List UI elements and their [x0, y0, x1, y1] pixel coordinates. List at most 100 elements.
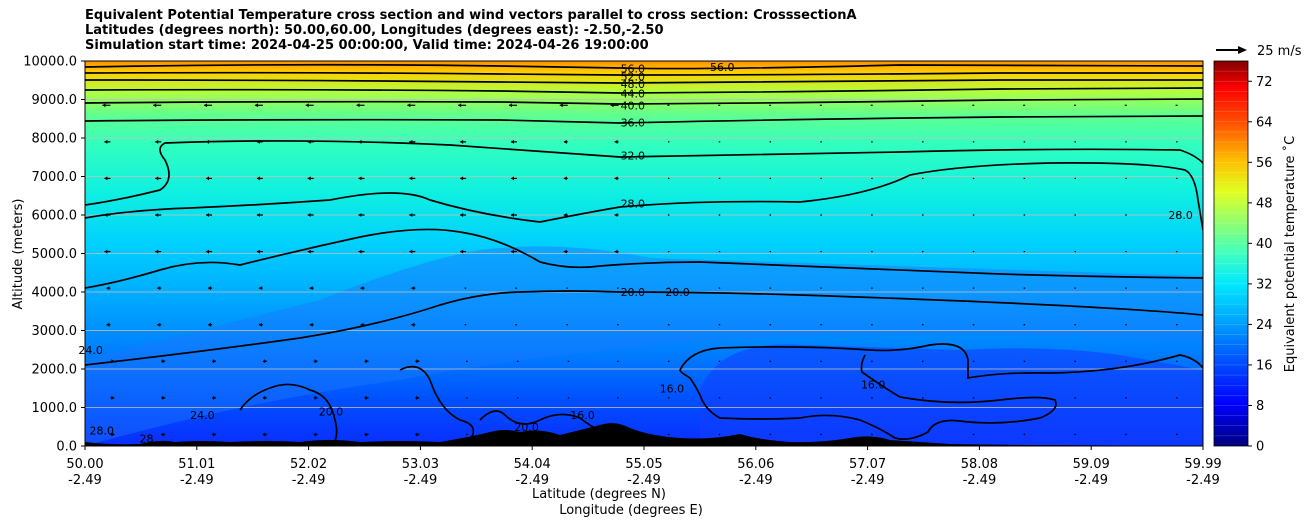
wind-vector-head: [157, 322, 161, 327]
wind-vector-head: [256, 249, 260, 254]
colorbar: 0 8 16 24 32 40 48 56 64 72 Equivalent potential …: [1213, 60, 1298, 455]
x-tick-label-lon: -2.49: [292, 473, 326, 488]
wind-vector-head: [305, 103, 309, 108]
wind-vector-head: [360, 322, 364, 327]
y-tick-label: 4000.0: [32, 286, 78, 301]
chart-title: Equivalent Potential Temperature cross s…: [85, 8, 857, 53]
wind-vector-head: [254, 103, 258, 108]
wind-vector-head: [213, 432, 217, 437]
contour-label: 28.0: [1168, 209, 1193, 222]
wind-vector-head: [307, 176, 311, 181]
wind-vector-head: [208, 286, 212, 291]
colorbar-tick-label: 48: [1256, 196, 1273, 211]
wind-vector-head: [409, 213, 413, 217]
wind-vector-head: [314, 395, 318, 400]
wind-vector-head: [206, 213, 210, 217]
wind-vector-head: [104, 249, 108, 254]
wind-vector-head: [365, 395, 369, 400]
x-tick-label-lat: 52.02: [290, 457, 327, 472]
contour-label: 40.0: [621, 99, 646, 112]
wind-vector-head: [155, 139, 159, 144]
wind-vector-head: [213, 395, 217, 400]
colorbar-tick-label: 0: [1256, 440, 1264, 455]
wind-vector-head: [111, 395, 115, 400]
x-tick-label-lon: -2.49: [404, 473, 438, 488]
x-tick-label-lon: -2.49: [739, 473, 773, 488]
x-tick-label-lat: 51.01: [178, 457, 215, 472]
wind-vector-head: [563, 139, 567, 144]
contour-label: 28.0: [621, 197, 646, 210]
colorbar-ticks: 0 8 16 24 32 40 48 56 64 72: [1248, 75, 1273, 455]
wind-vector-head: [356, 103, 360, 108]
wind-vector-head: [510, 139, 514, 144]
contour-labels: 56.052.048.044.040.036.032.028.020.0 20.0…: [78, 61, 1193, 446]
y-axis-label: Altitude (meters): [11, 199, 26, 310]
contour-label: 16.0: [570, 409, 595, 422]
wind-vector-head: [263, 359, 267, 364]
y-axis: 0.0 1000.0 2000.0 3000.0 4000.0 5000.0 6000.0 7…: [23, 55, 85, 455]
title-line-3: Simulation start time: 2024-04-25 00:00:…: [85, 38, 649, 53]
wind-vector-head: [360, 286, 364, 291]
wind-vector-head: [614, 176, 618, 181]
wind-vector-head: [104, 176, 108, 181]
colorbar-tick-label: 24: [1256, 318, 1273, 333]
contour-label: 28.0: [90, 425, 115, 438]
wind-vector-head: [416, 395, 420, 400]
x-tick-label-lon: -2.49: [68, 473, 102, 488]
contour-label: 20.0: [319, 405, 344, 418]
colorbar-gradient: [1214, 61, 1248, 446]
colorbar-tick-label: 64: [1256, 115, 1273, 130]
wind-vector-head: [510, 249, 514, 254]
x-tick-label-lat: 50.00: [66, 457, 103, 472]
y-tick-label: 0.0: [56, 440, 77, 455]
wind-vector-head: [258, 322, 262, 327]
y-tick-label: 3000.0: [32, 324, 78, 339]
wind-vector-head: [610, 103, 614, 108]
wind-key: 25 m/s: [1216, 44, 1302, 59]
wind-vector-head: [162, 432, 166, 437]
x-tick-label-lat: 59.99: [1184, 457, 1221, 472]
wind-vector-head: [155, 213, 159, 217]
wind-vector-head: [510, 213, 514, 217]
y-tick-label: 7000.0: [32, 170, 78, 185]
wind-vector-head: [614, 249, 618, 254]
wind-vector-head: [111, 432, 115, 437]
x-tick-label-lat: 54.04: [514, 457, 551, 472]
wind-vector-head: [263, 395, 267, 400]
wind-vector-head: [409, 176, 413, 181]
x-tick-label-lon: -2.49: [627, 473, 661, 488]
wind-vector-head: [407, 103, 411, 108]
wind-vector-head: [358, 213, 362, 217]
wind-vector-head: [162, 395, 166, 400]
x-tick-label-lon: -2.49: [851, 473, 885, 488]
wind-vector-head: [104, 139, 108, 144]
contour-label: 20.0: [514, 421, 539, 434]
contour-44: [85, 87, 1203, 94]
contour-48: [85, 79, 1203, 84]
x-tick-label-lon: -2.49: [180, 473, 214, 488]
contour-24: [85, 228, 1203, 289]
x-axis-label-lat: Latitude (degrees N): [532, 487, 666, 502]
x-tick-label-lat: 53.03: [402, 457, 439, 472]
wind-vector-head: [614, 139, 618, 144]
y-tick-label: 10000.0: [23, 55, 77, 70]
x-axis: 50.00-2.4951.01-2.4952.02-2.4953.03-2.49…: [66, 446, 1222, 488]
wind-vector-head: [358, 176, 362, 181]
y-tick-label: 5000.0: [32, 247, 78, 262]
wind-vector-head: [409, 139, 413, 144]
wind-vector-head: [204, 103, 208, 108]
contour-36: [85, 115, 1203, 124]
contour-28: [85, 162, 1203, 231]
wind-vector-head: [263, 432, 267, 437]
x-tick-label-lon: -2.49: [515, 473, 549, 488]
contour-label: 28: [139, 432, 153, 445]
mid-theta-region: [85, 246, 1203, 446]
contour-label: 56.0: [710, 61, 735, 74]
low-theta-region: [700, 344, 1203, 446]
wind-vector-head: [111, 359, 115, 364]
wind-vector-head: [256, 176, 260, 181]
wind-vector-head: [358, 249, 362, 254]
contour-label: 56.0: [621, 63, 646, 76]
wind-vector-head: [510, 176, 514, 181]
y-tick-label: 8000.0: [32, 132, 78, 147]
